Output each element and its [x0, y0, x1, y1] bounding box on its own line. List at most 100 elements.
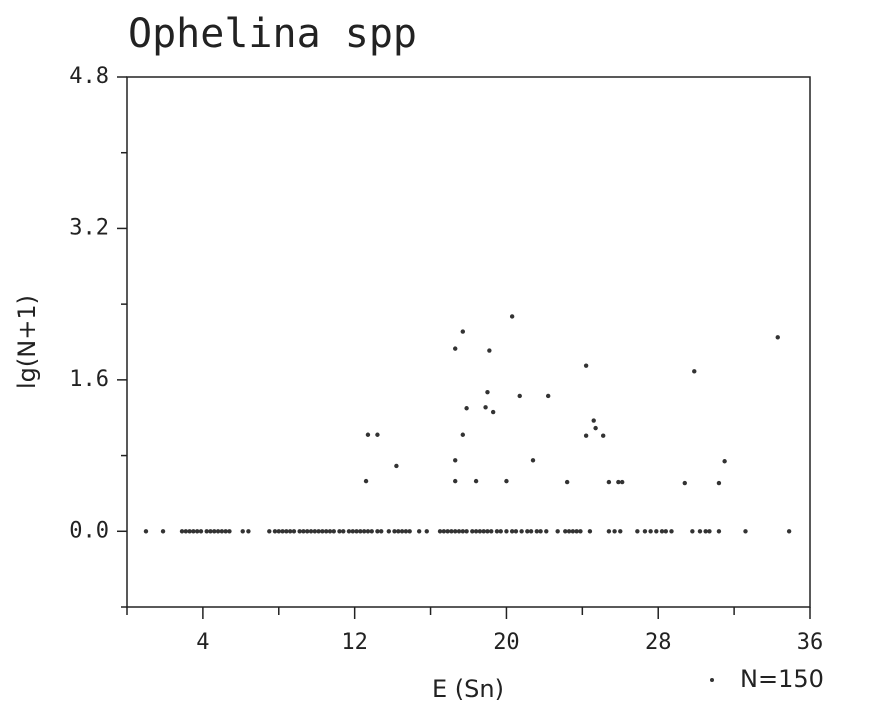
- point: [187, 529, 192, 534]
- point: [350, 529, 355, 534]
- point: [369, 529, 374, 534]
- point: [470, 529, 475, 534]
- point: [445, 529, 450, 534]
- point: [394, 463, 399, 469]
- point: [246, 529, 251, 534]
- point: [528, 529, 534, 534]
- point: [563, 529, 568, 534]
- point: [449, 529, 454, 534]
- point: [587, 529, 593, 534]
- point: [642, 529, 648, 534]
- x-tick-label: 36: [797, 630, 824, 655]
- point: [509, 314, 515, 319]
- x-tick-label: 4: [196, 630, 209, 655]
- point: [555, 529, 560, 534]
- point: [460, 329, 466, 334]
- point: [194, 529, 200, 534]
- point: [179, 529, 185, 534]
- point: [487, 348, 492, 353]
- point: [669, 529, 674, 534]
- point: [331, 529, 336, 534]
- point: [204, 529, 209, 534]
- x-tick-label: 28: [645, 630, 672, 655]
- point: [337, 529, 342, 534]
- point: [399, 529, 405, 534]
- point: [375, 432, 380, 437]
- point: [280, 529, 285, 534]
- point: [570, 529, 576, 534]
- point: [291, 529, 297, 534]
- point: [276, 529, 281, 534]
- point: [659, 529, 665, 534]
- point: [183, 529, 189, 534]
- legend-marker: [710, 678, 714, 682]
- point: [690, 529, 695, 534]
- point: [453, 346, 458, 351]
- point: [612, 529, 617, 534]
- point: [341, 529, 346, 534]
- point: [223, 529, 228, 534]
- y-tick-label: 0.0: [69, 518, 109, 543]
- point: [481, 529, 486, 534]
- point: [485, 529, 490, 534]
- point: [308, 529, 314, 534]
- point: [601, 433, 606, 438]
- point: [494, 529, 500, 534]
- point: [324, 529, 329, 534]
- point: [504, 478, 509, 484]
- point: [519, 529, 524, 534]
- point: [775, 335, 780, 340]
- y-tick-label: 4.8: [69, 64, 109, 89]
- point: [616, 479, 621, 485]
- point: [301, 529, 306, 534]
- point: [490, 409, 496, 415]
- point: [564, 479, 570, 485]
- y-tick-label: 1.6: [69, 367, 109, 392]
- point: [485, 389, 490, 395]
- point: [453, 478, 458, 484]
- point: [227, 529, 232, 534]
- point: [716, 529, 722, 534]
- point: [305, 529, 310, 534]
- point: [583, 433, 589, 438]
- point: [477, 529, 483, 534]
- point: [284, 529, 289, 534]
- legend-label: N=150: [740, 665, 824, 693]
- point: [635, 529, 640, 534]
- point: [517, 393, 522, 399]
- point: [396, 529, 401, 534]
- point: [509, 529, 515, 534]
- point: [786, 529, 792, 534]
- point: [692, 369, 697, 374]
- point: [574, 529, 579, 534]
- point: [483, 405, 488, 410]
- point: [424, 529, 429, 534]
- point: [663, 529, 669, 534]
- x-tick-label: 20: [493, 630, 520, 655]
- point: [212, 529, 217, 534]
- point: [530, 458, 536, 463]
- point: [407, 529, 412, 534]
- point: [441, 529, 447, 534]
- point: [267, 529, 272, 534]
- point: [327, 529, 333, 534]
- point: [722, 459, 727, 464]
- point: [272, 529, 278, 534]
- point: [365, 432, 371, 437]
- point: [593, 425, 598, 431]
- point: [743, 529, 748, 534]
- point: [392, 529, 397, 534]
- point: [654, 529, 659, 534]
- point: [606, 529, 612, 534]
- point: [473, 478, 479, 484]
- y-tick-label: 3.2: [69, 215, 109, 240]
- point: [287, 529, 293, 534]
- point: [489, 529, 494, 534]
- point: [618, 529, 623, 534]
- point: [363, 478, 369, 484]
- point: [316, 529, 321, 534]
- point: [191, 529, 196, 534]
- point: [312, 529, 318, 534]
- point: [566, 529, 572, 534]
